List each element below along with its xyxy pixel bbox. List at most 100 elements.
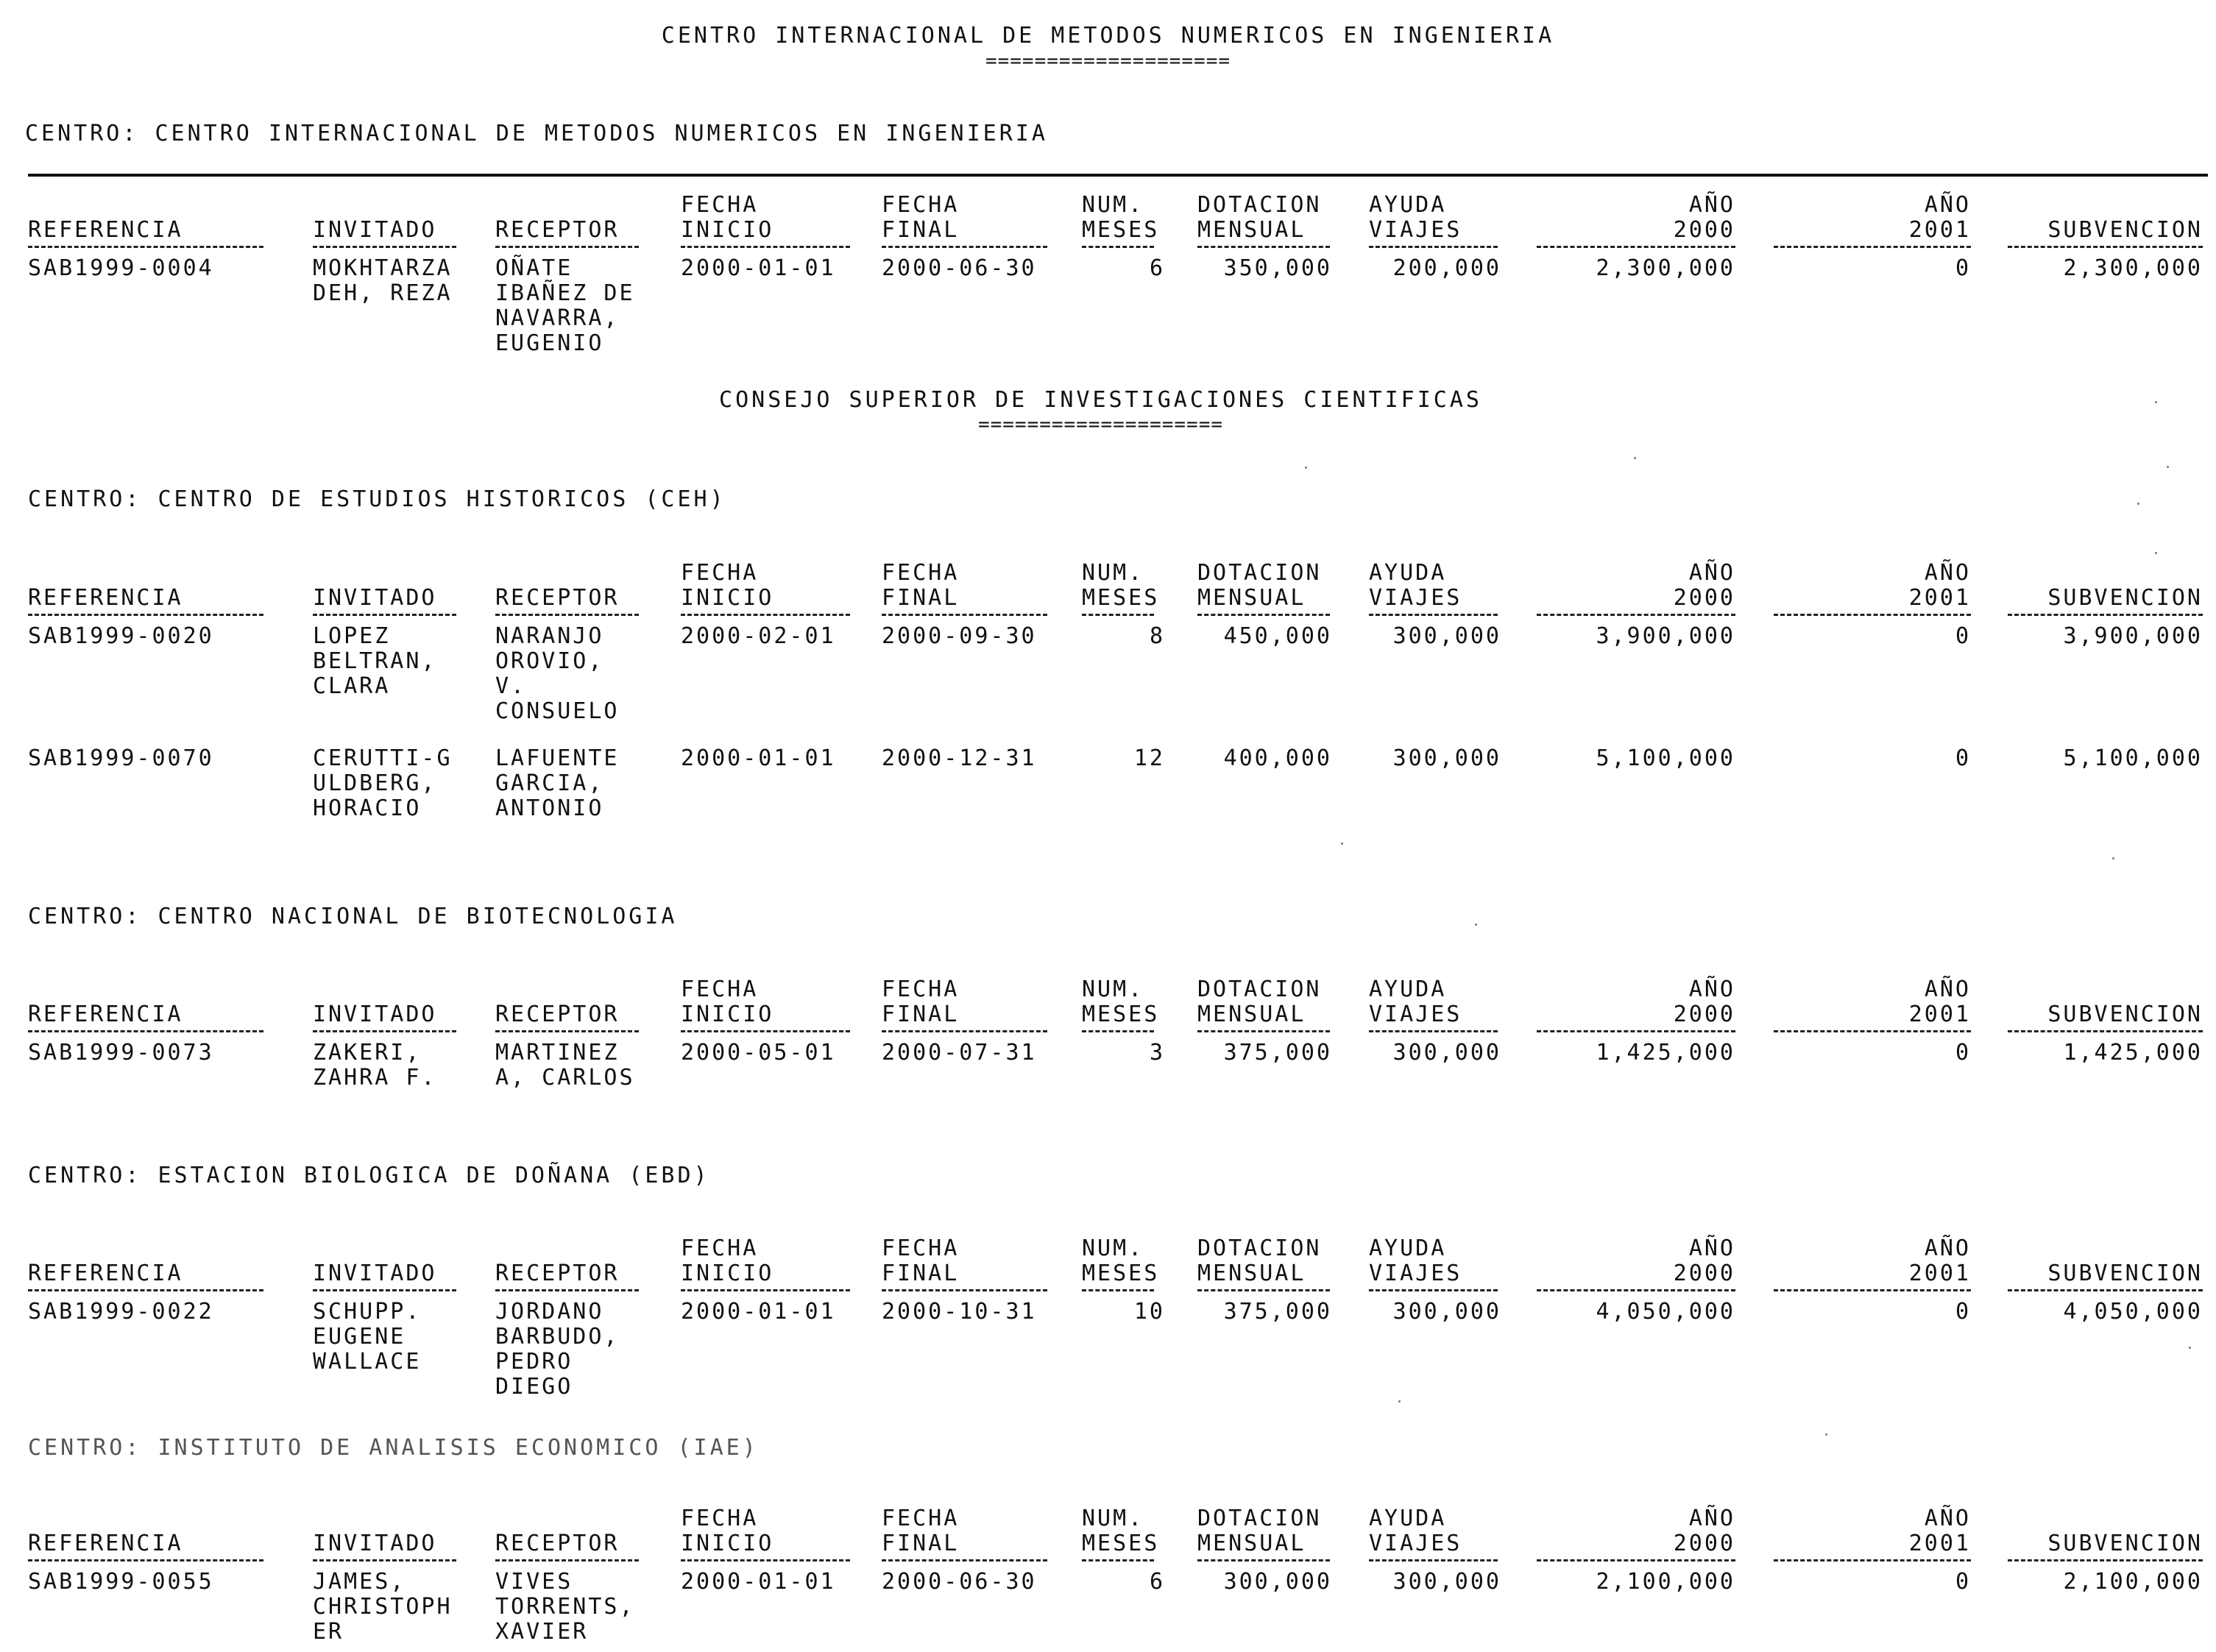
centro-label: CENTRO: CENTRO NACIONAL DE BIOTECNOLOGIA [28, 904, 678, 929]
cell-fecha-final: 2000-12-31 [882, 745, 1037, 771]
column-header-ano-2001: AÑO 2001 [1909, 1506, 1971, 1556]
column-header-line: MENSUAL [1197, 217, 1306, 243]
cell-line: ANTONIO [495, 795, 604, 821]
column-separator [681, 1289, 850, 1291]
scan-speck [1398, 1400, 1401, 1403]
column-separator [681, 1559, 850, 1561]
cell-num-meses: 6 [1149, 1569, 1165, 1595]
column-header-line: NUM. [1082, 560, 1144, 586]
column-separator [2008, 614, 2203, 616]
cell-invitado: ZAKERI, ZAHRA F. [313, 1041, 437, 1091]
column-header-line: MESES [1082, 1002, 1160, 1027]
cell-ano-2001: 0 [1955, 255, 1971, 281]
cell-invitado: CERUTTI-G ULDBERG, HORACIO [313, 746, 453, 821]
column-header-dotacion-mensual: DOTACION MENSUAL [1197, 561, 1322, 611]
column-separator [681, 1030, 850, 1032]
cell-ayuda-viajes: 300,000 [1392, 1569, 1501, 1595]
cell-line: ZAKERI, [313, 1040, 422, 1066]
cell-line: HORACIO [313, 795, 422, 821]
cell-fecha-inicio: 2000-05-01 [681, 1040, 836, 1066]
cell-line: MARTINEZ [495, 1040, 620, 1066]
column-header-line: AÑO [1688, 192, 1735, 218]
column-header-line: AÑO [1924, 1506, 1971, 1531]
cell-subvencion: 1,425,000 [2063, 1040, 2203, 1066]
column-header-line: AYUDA [1369, 192, 1447, 218]
cell-line: MOKHTARZA [313, 255, 453, 281]
cell-line: ER [313, 1619, 344, 1645]
column-header-line: DOTACION [1197, 560, 1322, 586]
cell-dotacion-mensual: 375,000 [1223, 1299, 1332, 1325]
cell-line: TORRENTS, [495, 1594, 635, 1620]
column-header-fecha-inicio: FECHA INICIO [681, 977, 774, 1027]
column-header-line: AÑO [1924, 560, 1971, 586]
cell-dotacion-mensual: 450,000 [1223, 623, 1332, 649]
cell-line: JORDANO [495, 1299, 604, 1325]
column-header-fecha-inicio: FECHA INICIO [681, 193, 774, 243]
cell-line: IBAÑEZ DE [495, 280, 635, 306]
cell-referencia: SAB1999-0004 [28, 255, 214, 281]
column-header-ayuda-viajes: AYUDA VIAJES [1369, 1236, 1462, 1286]
column-separator [1197, 1289, 1330, 1291]
column-header-fecha-final: FECHA FINAL [882, 1236, 959, 1286]
column-separator [1369, 1289, 1498, 1291]
cell-fecha-inicio: 2000-02-01 [681, 623, 836, 649]
section-title: CONSEJO SUPERIOR DE INVESTIGACIONES CIEN… [719, 387, 1482, 413]
cell-ano-2000: 4,050,000 [1596, 1299, 1735, 1325]
cell-invitado: SCHUPP. EUGENE WALLACE [313, 1300, 421, 1375]
column-header-line: AÑO [1688, 1506, 1735, 1531]
cell-line: NAVARRA, [495, 305, 620, 331]
column-separator [681, 246, 850, 248]
cell-fecha-final: 2000-07-31 [882, 1040, 1037, 1066]
column-header-subvencion: SUBVENCION [2047, 217, 2203, 243]
cell-line: CONSUELO [495, 698, 620, 724]
cell-line: EUGENE [313, 1324, 406, 1350]
cell-line: SCHUPP. [313, 1299, 422, 1325]
column-header-line: AYUDA [1369, 976, 1447, 1002]
column-separator [495, 614, 639, 616]
cell-ano-2000: 5,100,000 [1596, 745, 1735, 771]
cell-subvencion: 5,100,000 [2063, 745, 2203, 771]
cell-fecha-inicio: 2000-01-01 [681, 1299, 836, 1325]
cell-fecha-inicio: 2000-01-01 [681, 1569, 836, 1595]
cell-ano-2001: 0 [1955, 745, 1971, 771]
column-separator [2008, 1289, 2203, 1291]
cell-line: A, CARLOS [495, 1065, 635, 1091]
column-separator [1082, 1559, 1154, 1561]
column-separator [882, 1289, 1047, 1291]
column-separator [313, 246, 456, 248]
column-header-line: FECHA [681, 560, 759, 586]
column-header-line: VIAJES [1369, 1002, 1462, 1027]
column-separator [28, 1559, 263, 1561]
column-header-fecha-final: FECHA FINAL [882, 1506, 959, 1556]
column-header-line: MESES [1082, 585, 1160, 611]
cell-line: CHRISTOPH [313, 1594, 453, 1620]
cell-receptor: MARTINEZ A, CARLOS [495, 1041, 635, 1091]
column-separator [1369, 614, 1498, 616]
cell-num-meses: 6 [1149, 255, 1165, 281]
column-header-invitado: INVITADO [313, 1531, 437, 1556]
cell-receptor: VIVES TORRENTS, XAVIER [495, 1570, 635, 1645]
column-separator [1537, 246, 1735, 248]
column-header-invitado: INVITADO [313, 1261, 437, 1286]
column-header-fecha-final: FECHA FINAL [882, 977, 959, 1027]
cell-receptor: LAFUENTE GARCIA, ANTONIO [495, 746, 620, 821]
column-header-line: DOTACION [1197, 1506, 1322, 1531]
cell-dotacion-mensual: 400,000 [1223, 745, 1332, 771]
column-separator [28, 246, 263, 248]
cell-dotacion-mensual: 350,000 [1223, 255, 1332, 281]
column-separator [2008, 1030, 2203, 1032]
column-separator [1774, 1559, 1971, 1561]
column-separator [1197, 246, 1330, 248]
column-header-line: FINAL [882, 1531, 960, 1556]
cell-line: JAMES, [313, 1569, 406, 1595]
cell-line: OROVIO, [495, 648, 604, 674]
column-header-referencia: REFERENCIA [28, 585, 183, 611]
column-header-line: AÑO [1688, 1236, 1735, 1261]
cell-num-meses: 12 [1133, 745, 1165, 771]
column-header-line: MESES [1082, 217, 1160, 243]
column-header-line: AÑO [1924, 1236, 1971, 1261]
column-header-line: INICIO [681, 217, 774, 243]
cell-fecha-final: 2000-10-31 [882, 1299, 1037, 1325]
column-header-line: FINAL [882, 585, 960, 611]
column-header-fecha-inicio: FECHA INICIO [681, 1236, 774, 1286]
